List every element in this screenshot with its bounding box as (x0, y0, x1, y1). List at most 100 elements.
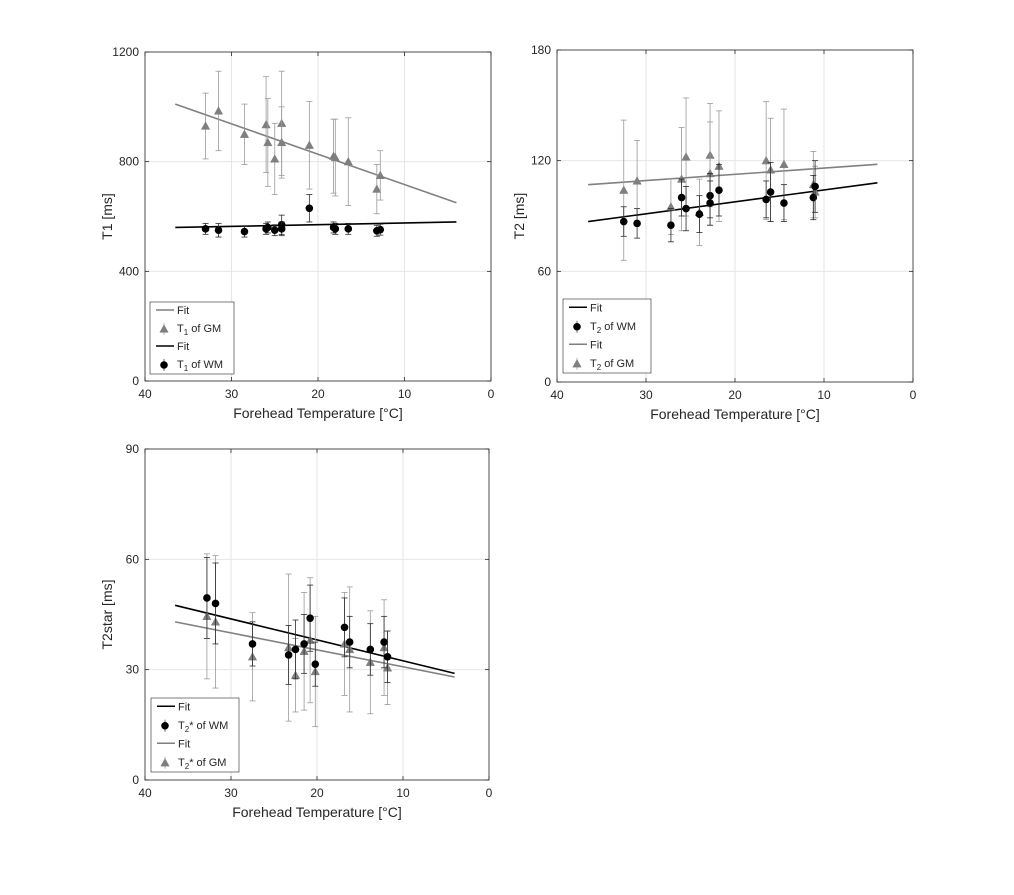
t2star-wm-point (284, 651, 293, 659)
t1-xtick-label-3: 10 (398, 387, 412, 401)
t2-wm-point (682, 204, 690, 213)
t1-gm-point (213, 106, 224, 115)
t1-legend-label-2: Fit (177, 341, 189, 353)
t1-xtick-label-4: 0 (488, 387, 495, 401)
t2-ytick-label-2: 120 (531, 154, 551, 168)
t2-wm-point (811, 182, 819, 191)
t1-gm-point (372, 184, 382, 193)
t1-gm-point (343, 156, 353, 166)
t1-gm-point (277, 137, 287, 147)
t2-wm-point (706, 199, 714, 207)
t2-ytick-label-3: 180 (531, 43, 551, 57)
t2star-wm-point (311, 660, 320, 668)
t2star-legend-marker-1 (161, 721, 169, 730)
t1-xtick-label-0: 40 (138, 387, 152, 401)
t1-y-axis-label: T1 [ms] (99, 193, 115, 240)
t1-ytick-label-1: 400 (119, 264, 139, 278)
t1-wm-point (344, 225, 353, 233)
t2star-legend-label-3: T2* of GM (178, 757, 226, 771)
t2-wm-point (715, 186, 723, 194)
t1-gm-point (263, 137, 273, 147)
t2-legend-marker-3 (572, 359, 582, 368)
t1-legend-label-0: Fit (177, 305, 189, 317)
t2-legend-label-1: T2 of WM (590, 321, 636, 335)
t2-fit-line-wm_fit (588, 182, 878, 223)
t1-ytick-label-0: 0 (132, 374, 139, 388)
t1-legend-marker-1 (159, 324, 169, 333)
t2star-legend-label-1: T2* of WM (178, 720, 228, 734)
t2-legend-label-2: Fit (590, 339, 602, 351)
t2star-wm-point (248, 640, 257, 648)
t1-legend-label-3: T1 of WM (177, 359, 223, 373)
t2star-fit-line-wm_fit (174, 604, 455, 675)
t1-wm-point (277, 225, 286, 233)
t2-gm-point (619, 185, 629, 194)
t1-x-axis-label: Forehead Temperature [°C] (233, 405, 403, 421)
t2star-wm-point (345, 638, 354, 646)
t2star-ytick-label-2: 60 (126, 552, 140, 566)
t2star-ytick-label-0: 0 (132, 773, 139, 787)
t2-wm-point (619, 217, 628, 226)
t2-gm-point (681, 152, 691, 161)
t1-gm-point (304, 140, 314, 149)
t2-legend: Fit T2 of WM Fit T2 of GM (562, 298, 652, 374)
t2star-wm-point (380, 638, 388, 646)
t2star-xtick-label-4: 0 (486, 786, 493, 800)
t2-wm-point (677, 193, 686, 202)
t2star-fit-line-gm_fit (174, 621, 455, 678)
t2star-xtick-label-2: 20 (310, 786, 324, 800)
t2star-y-axis-label: T2star [ms] (99, 579, 115, 649)
t2star-wm-point (340, 623, 349, 632)
t1-gm-point (200, 121, 211, 130)
t2-wm-point (762, 195, 770, 204)
t2-wm-point (780, 199, 788, 207)
t1-fit-line-wm_fit (175, 221, 457, 229)
t2star-legend-label-0: Fit (178, 701, 190, 713)
t2-wm-point (633, 219, 641, 228)
t2-xtick-label-1: 30 (639, 388, 653, 402)
t1-gm-point (330, 152, 340, 162)
t2-xtick-label-3: 10 (817, 388, 831, 402)
t1-gm-point (270, 154, 280, 163)
t2star-legend-label-2: Fit (178, 738, 190, 750)
t1-wm-point (331, 225, 340, 233)
t1-wm-point (264, 223, 272, 232)
t2-xtick-label-0: 40 (550, 388, 564, 402)
t2-xtick-label-4: 0 (910, 388, 917, 402)
t2-gm-point (779, 159, 789, 168)
t1-xtick-label-2: 20 (311, 387, 325, 401)
t2star-ytick-label-1: 30 (126, 663, 140, 677)
t1-wm-point (201, 225, 210, 233)
t2-wm-point (695, 210, 704, 218)
t2star-wm-point (211, 599, 220, 608)
t2star-wm-point (203, 594, 211, 602)
t2star-xtick-label-0: 40 (138, 786, 152, 800)
t2star-wm-point (291, 645, 300, 654)
t2-x-axis-label: Forehead Temperature [°C] (650, 406, 820, 422)
t1-ytick-label-3: 1200 (112, 45, 139, 59)
t2-xtick-label-2: 20 (728, 388, 742, 402)
t2-wm-point (809, 193, 818, 202)
t2star-wm-point (300, 640, 308, 648)
t1-axes: 40 30 20 10 0 0 400 800 1200 Forehead Temperature… (99, 45, 495, 421)
t2-legend-label-0: Fit (590, 302, 602, 314)
t2-ytick-label-0: 0 (544, 375, 551, 389)
t2star-x-axis-label: Forehead Temperature [°C] (232, 804, 402, 820)
t1-gm-point (375, 170, 385, 179)
t1-gm-point (239, 129, 250, 138)
t2star-xtick-label-1: 30 (224, 786, 238, 800)
t2star-legend: Fit T2* of WM Fit T2* of GM (150, 697, 240, 773)
t2-wm-point (766, 188, 775, 196)
t2-legend-marker-1 (573, 322, 581, 331)
t2star-axes: 40 30 20 10 0 0 30 60 90 Forehead Temperature [°C… (99, 442, 493, 820)
t1-wm-point (376, 225, 385, 234)
t2-gm-point (632, 176, 642, 185)
t2-ytick-label-1: 60 (538, 264, 552, 278)
t2-wm-point (667, 221, 675, 230)
t1-wm-point (305, 204, 314, 213)
t2star-wm-point (366, 645, 375, 654)
t2star-xtick-label-3: 10 (396, 786, 410, 800)
t2star-legend-marker-3 (160, 758, 170, 767)
t1-wm-point (270, 226, 279, 235)
